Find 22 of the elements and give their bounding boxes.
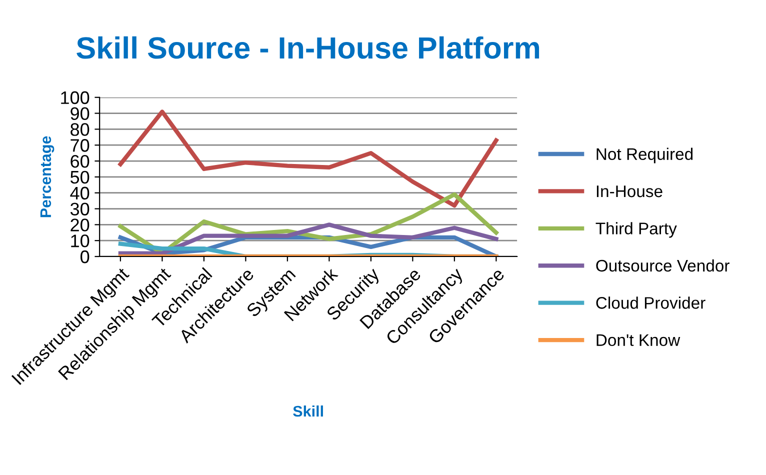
y-tick-label: 90 [70, 107, 90, 120]
legend-label: Third Party [596, 222, 677, 238]
y-tick-label: 20 [70, 218, 90, 232]
y-axis-title: Percentage [40, 136, 54, 218]
y-tick-label: 50 [70, 170, 90, 184]
legend-label: Outsource Vendor [596, 259, 730, 272]
y-tick-label: 70 [70, 139, 90, 152]
y-tick-label: 80 [70, 123, 90, 136]
chart-title: Skill Source - In-House Platform [76, 36, 540, 59]
x-axis-title: Skill [293, 405, 323, 417]
line-series [118, 110, 498, 208]
y-tick-label: 60 [70, 154, 90, 168]
line-series [118, 222, 498, 256]
y-tick-label: 40 [70, 186, 90, 200]
legend-label: Cloud Provider [596, 296, 706, 309]
legend-label: Not Required [596, 148, 693, 164]
y-tick-label: 30 [70, 202, 90, 216]
legend-label: Don't Know [596, 334, 680, 346]
y-tick-label: 10 [71, 234, 90, 248]
y-tick-label: 0 [80, 250, 90, 264]
y-tick-label: 100 [61, 91, 90, 104]
legend-label: In-House [596, 186, 662, 198]
